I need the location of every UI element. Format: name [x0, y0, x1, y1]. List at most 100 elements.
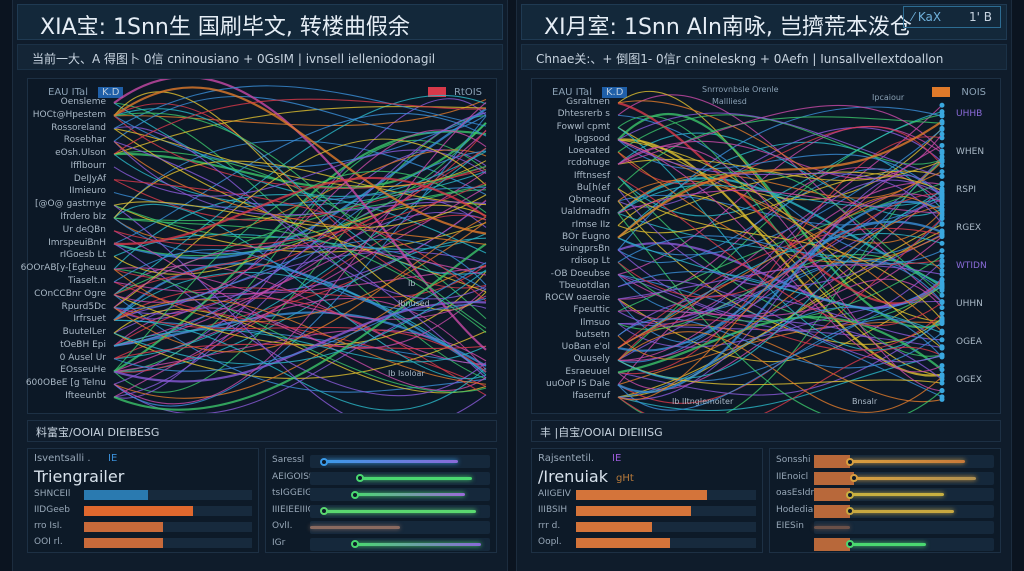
range-handle[interactable]: [351, 540, 359, 548]
range-slider[interactable]: [814, 488, 994, 501]
axis-label: Esraeuuel: [565, 366, 610, 377]
curve-line: [617, 120, 943, 239]
curve-line: [617, 294, 943, 341]
endpoint-dot: [939, 174, 945, 180]
endpoint-dot: [939, 363, 945, 369]
range-label: IGr: [272, 537, 286, 548]
curve-line: [113, 122, 487, 239]
axis-label: Tiaselt.n: [67, 275, 106, 286]
curve-line: [113, 170, 487, 372]
axis-label: butsetn: [575, 329, 610, 340]
curve-line: [113, 184, 487, 222]
range-slider[interactable]: [814, 537, 994, 551]
range-handle[interactable]: [351, 490, 359, 499]
curve-line: [113, 262, 487, 372]
right-axis-label: OGEA: [956, 337, 982, 347]
chart-annotation: Ib Isoloar: [388, 369, 425, 378]
range-label: Saressl: [272, 455, 305, 465]
curve-line: [617, 175, 943, 400]
axis-label: Qbmeouf: [568, 195, 610, 205]
progress-bar: [576, 522, 756, 532]
range-handle[interactable]: [846, 540, 854, 548]
bar-label: AIIGEIV: [538, 489, 571, 499]
range-slider[interactable]: [814, 455, 994, 468]
endpoint-dot: [939, 148, 945, 154]
progress-bar: [84, 490, 252, 500]
curve-line: [617, 171, 943, 349]
right-axis-label: UHHN: [956, 299, 983, 309]
curve-line: [113, 140, 487, 246]
range-fill: [850, 509, 955, 513]
curve-line: [617, 261, 943, 331]
curve-line: [113, 198, 487, 398]
range-slider[interactable]: [310, 488, 490, 501]
range-slider[interactable]: [814, 521, 994, 534]
progress-fill: [576, 538, 670, 548]
curve-line: [617, 318, 943, 369]
range-handle[interactable]: [846, 490, 854, 499]
chart-annotation: Ib: [408, 279, 416, 288]
legend-swatch: [428, 87, 446, 97]
axis-label: Ilmsuo: [580, 317, 610, 328]
range-handle[interactable]: [846, 457, 854, 466]
curve-line: [113, 85, 487, 130]
endpoint-dot: [939, 188, 945, 194]
range-handle[interactable]: [320, 457, 329, 466]
range-slider[interactable]: [310, 521, 490, 534]
curve-line: [617, 114, 943, 165]
curve-line: [617, 176, 943, 322]
range-handle[interactable]: [849, 474, 858, 482]
range-slider[interactable]: [814, 471, 994, 485]
range-block: [814, 471, 854, 485]
curve-line: [617, 171, 943, 239]
range-fill: [355, 542, 481, 546]
curve-line: [113, 130, 487, 373]
curve-line: [113, 265, 487, 399]
range-handle[interactable]: [320, 507, 329, 515]
legend-legend_mid: Snrrovnbsle Orenle: [702, 85, 779, 94]
range-label: Hodedia: [776, 504, 814, 515]
endpoint-dot: [939, 126, 945, 132]
range-slider[interactable]: [310, 504, 490, 518]
endpoint-dot: [939, 200, 945, 206]
range-fill: [850, 542, 926, 546]
range-handle[interactable]: [356, 474, 365, 482]
curve-line: [113, 128, 487, 188]
curve-line: [617, 195, 943, 401]
axis-label: ImrspeuiBnH: [48, 237, 106, 248]
bar-label: SHNCEIl: [34, 489, 71, 499]
subtitle-bar: 当前一大、A 得图卜 0信 cninousiano + 0GsIM | ivns…: [17, 44, 503, 70]
range-slider[interactable]: [814, 504, 994, 518]
endpoint-dot: [939, 113, 945, 119]
progress-fill: [576, 522, 652, 532]
curve-line: [113, 271, 487, 376]
curve-line: [113, 300, 487, 383]
progress-bar: [576, 506, 756, 516]
range-slider[interactable]: [310, 471, 490, 485]
curve-line: [113, 108, 487, 275]
curve-line: [113, 294, 487, 393]
axis-label: -OB Doeubse: [550, 268, 610, 279]
subtitle-bar: Chnae关:、+ 倒图1- 0信r cnineleskng + 0Aefn |…: [521, 44, 1007, 70]
curve-line: [617, 194, 943, 226]
range-slider[interactable]: [310, 537, 490, 551]
curves-canvas: [113, 79, 487, 413]
curve-line: [113, 140, 487, 372]
curve-line: [113, 112, 487, 315]
range-slider[interactable]: [310, 455, 490, 468]
axis-label: Ifrdero bIz: [60, 212, 106, 223]
curve-line: [617, 313, 943, 351]
curve-line: [617, 331, 943, 413]
curve-line: [617, 114, 943, 254]
curve-line: [113, 244, 487, 308]
curve-line: [617, 159, 943, 344]
endpoint-dot: [939, 158, 945, 164]
search-badge[interactable]: ⁄ KaX 1' B: [903, 6, 1001, 28]
curve-line: [113, 237, 487, 372]
axis-label: Loeoated: [568, 146, 610, 156]
axis-label: eOsh.Ulson: [55, 148, 106, 159]
panel-title: XIA宝: 1Snn生 国刷毕文, 转楼曲假余: [17, 4, 503, 40]
axis-label: DeIJyAf: [73, 173, 106, 184]
axis-label: tOeBH Epi: [60, 339, 106, 350]
range-handle[interactable]: [846, 507, 854, 515]
